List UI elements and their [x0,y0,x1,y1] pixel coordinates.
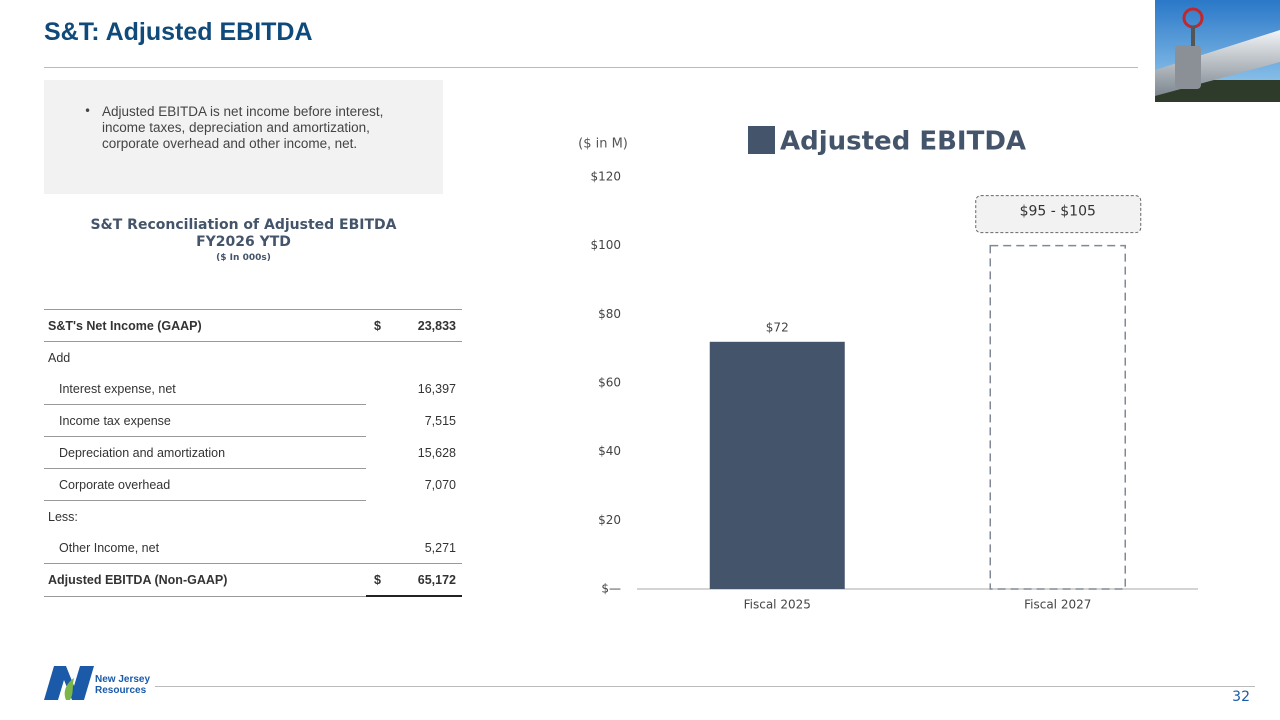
y-tick-label: $80 [598,307,621,321]
x-tick-label: Fiscal 2027 [1024,598,1091,612]
legend-label: Adjusted EBITDA [780,127,1026,157]
row-label: Less: [48,509,78,524]
table-title: S&T Reconciliation of Adjusted EBITDA FY2… [44,217,443,265]
x-tick-label: Fiscal 2025 [744,598,811,612]
row-label: Other Income, net [44,532,366,564]
row-value [396,501,462,533]
row-currency: $ [366,563,396,597]
row-value [396,342,462,374]
value-label-box [975,195,1142,234]
table-row: Less: [44,501,462,533]
row-label: S&T's Net Income (GAAP) [44,309,366,342]
y-tick-label: $100 [590,238,621,252]
y-tick-label: $60 [598,376,621,390]
table-row: S&T's Net Income (GAAP) $23,833 [44,309,462,342]
legend-swatch [748,126,775,154]
value-label: $95 - $105 [1020,204,1096,220]
table-title-line: S&T Reconciliation of Adjusted EBITDA [90,217,397,233]
title-rule [44,67,1138,68]
bar [709,341,845,589]
y-tick-label: $— [601,582,621,596]
row-currency [366,405,396,437]
bullet-text: Adjusted EBITDA is net income before int… [102,104,384,151]
header-photo [1155,0,1280,102]
row-value: 5,271 [424,540,456,555]
logo-line: New Jersey [95,674,151,685]
y-tick-label: $40 [598,444,621,458]
row-currency [366,501,396,533]
row-currency [366,532,396,564]
logo-mark [44,666,94,700]
footer-rule [155,686,1255,687]
row-value: 7,515 [424,413,456,428]
row-label: Depreciation and amortization [44,436,366,469]
value-label: $72 [766,320,789,334]
row-currency [366,469,396,501]
row-label: Interest expense, net [44,373,366,405]
table-title-line: FY2026 YTD [196,234,291,250]
row-currency [366,342,396,374]
slide-title: S&T: Adjusted EBITDA [44,18,313,46]
row-currency [366,437,396,469]
row-value: 16,397 [417,381,456,396]
row-label: Income tax expense [44,404,366,437]
table-row: Interest expense, net 16,397 [44,373,462,405]
y-axis-title: ($ in M) [578,137,628,152]
table-row: Depreciation and amortization 15,628 [44,436,462,469]
row-currency: $ [366,309,396,342]
row-value: 23,833 [396,309,462,342]
table-row: Income tax expense 7,515 [44,404,462,437]
bar [989,244,1126,590]
row-label: Adjusted EBITDA (Non-GAAP) [44,563,366,597]
row-currency [366,373,396,405]
page-number: 32 [1232,689,1250,705]
row-label: Add [48,350,71,365]
bullet-dot: • [84,104,92,118]
row-value: 65,172 [396,563,462,597]
table-row: Corporate overhead 7,070 [44,468,462,501]
y-tick-label: $120 [590,170,621,184]
table-title-line: ($ In 000s) [216,253,271,263]
table-row: Other Income, net 5,271 [44,532,462,564]
y-tick-label: $20 [598,513,621,527]
row-label: Corporate overhead [44,468,366,501]
table-row: Add [44,342,462,374]
row-value: 7,070 [424,477,456,492]
bullet-box [44,80,443,194]
reconciliation-table: S&T's Net Income (GAAP) $23,833 Add Interes… [44,309,462,597]
logo-line: Resources [95,685,147,696]
table-row: Adjusted EBITDA (Non-GAAP) $65,172 [44,563,462,597]
logo-text: New Jersey Resources [95,674,150,696]
row-value: 15,628 [417,445,456,460]
